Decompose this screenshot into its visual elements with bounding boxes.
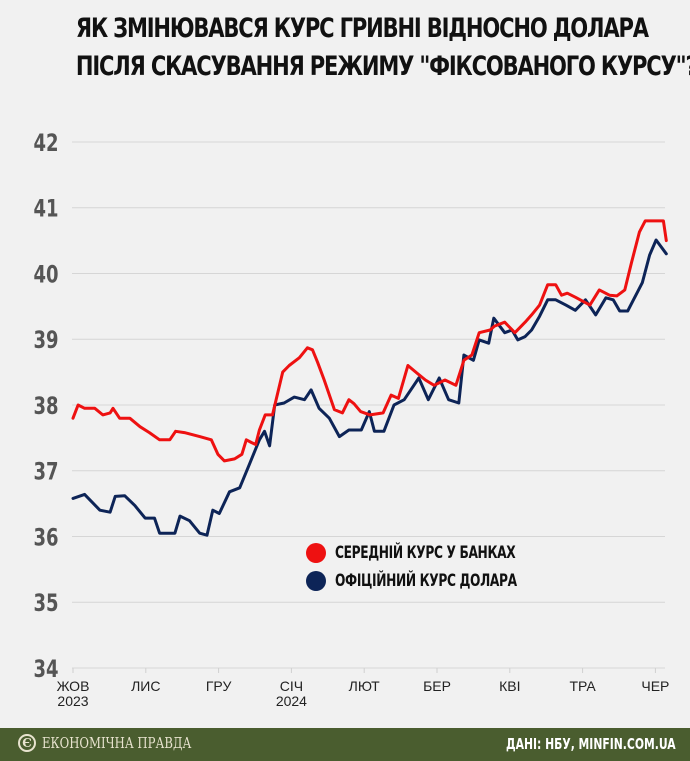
red-dot-icon: [306, 543, 326, 563]
legend-label: ОФІЦІЙНИЙ КУРС ДОЛАРА: [335, 571, 517, 591]
y-tick-label: 39: [33, 327, 58, 355]
y-tick-label: 38: [33, 393, 58, 421]
chart-title: ЯК ЗМІНЮВАВСЯ КУРС ГРИВНІ ВІДНОСНО ДОЛАР…: [75, 10, 690, 86]
x-tick-label: ЛЮТ: [349, 678, 381, 694]
footer-bar: Є ЕКОНОМІЧНА ПРАВДА ДАНІ: НБУ, MINFIN.CO…: [0, 728, 690, 761]
x-tick-label: КВІ: [499, 678, 520, 694]
x-tick-label: ТРА: [569, 678, 596, 694]
x-tick-label: ЛИС: [131, 678, 160, 694]
y-axis: 34 35 36 37 38 39 40 41 42: [33, 130, 58, 684]
y-tick-label: 40: [33, 261, 58, 289]
chart-series: [71, 219, 668, 537]
x-tick-year: 2024: [276, 693, 307, 709]
series-line: [71, 238, 668, 537]
brand-logo-icon: Є: [18, 734, 36, 752]
x-tick-label: СІЧ: [280, 678, 303, 694]
chart-legend: СЕРЕДНІЙ КУРС У БАНКАХ ОФІЦІЙНИЙ КУРС ДО…: [306, 539, 587, 595]
x-tick-label: БЕР: [423, 678, 451, 694]
chart-title-line1: ЯК ЗМІНЮВАВСЯ КУРС ГРИВНІ ВІДНОСНО ДОЛАР…: [75, 13, 649, 44]
x-tick-label: ЖОВ: [57, 678, 90, 694]
legend-item-bank-rate: СЕРЕДНІЙ КУРС У БАНКАХ: [306, 539, 587, 567]
y-tick-label: 35: [33, 590, 58, 618]
legend-label: СЕРЕДНІЙ КУРС У БАНКАХ: [335, 543, 516, 563]
y-tick-label: 34: [33, 656, 58, 684]
brand-name: ЕКОНОМІЧНА ПРАВДА: [42, 734, 192, 752]
legend-item-official-rate: ОФІЦІЙНИЙ КУРС ДОЛАРА: [306, 567, 587, 595]
y-tick-label: 37: [33, 458, 58, 486]
y-tick-label: 36: [33, 524, 58, 552]
navy-dot-icon: [306, 571, 326, 591]
x-tick-label: ЧЕР: [641, 678, 669, 694]
x-tick-label: ГРУ: [206, 678, 232, 694]
y-tick-label: 41: [33, 195, 58, 223]
data-source: ДАНІ: НБУ, MINFIN.COM.UA: [506, 735, 676, 753]
series-line: [71, 219, 668, 463]
y-tick-label: 42: [33, 130, 58, 158]
x-tick-year: 2023: [57, 693, 88, 709]
chart-gridlines: [72, 141, 665, 669]
chart-title-line2: ПІСЛЯ СКАСУВАННЯ РЕЖИМУ "ФІКСОВАНОГО КУР…: [75, 51, 690, 82]
brand: Є ЕКОНОМІЧНА ПРАВДА: [18, 734, 233, 752]
